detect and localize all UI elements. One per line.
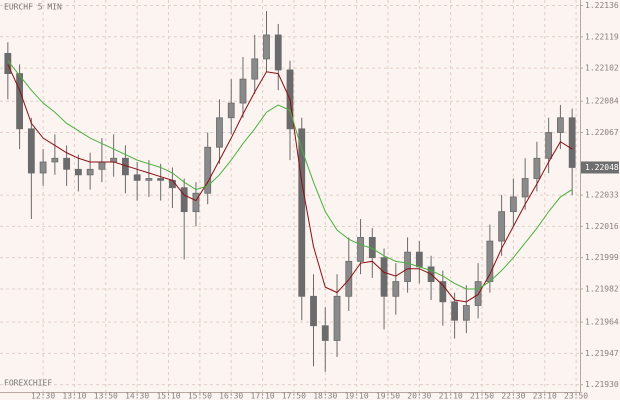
moving-average-line (7, 60, 573, 290)
candle-body (51, 157, 59, 163)
x-tick-label: 23:10 (533, 392, 557, 400)
x-tick-label: 19:50 (376, 392, 400, 400)
y-tick-label: 1.21999 (585, 253, 619, 262)
candle-body (357, 237, 364, 262)
y-tick-label: 1.22016 (585, 222, 619, 231)
candle-body (533, 157, 541, 179)
last-price-box (581, 161, 619, 174)
candle-body (169, 179, 176, 189)
candle-body (263, 34, 270, 60)
y-tick-label: 1.22119 (585, 32, 619, 41)
y-tick-label: 1.22033 (585, 191, 619, 200)
x-tick-label: 21:10 (439, 392, 463, 400)
candle-body (216, 117, 223, 148)
y-tick-label: 1.21930 (585, 380, 619, 389)
x-tick-label: 21:50 (470, 392, 494, 400)
candle-body (486, 240, 494, 282)
x-tick-label: 13:50 (94, 392, 118, 400)
candle-body (451, 301, 458, 321)
candle-body (545, 132, 553, 159)
candle-body (145, 178, 153, 181)
y-tick-label: 1.21964 (585, 318, 619, 327)
x-tick-label: 19:10 (345, 392, 369, 400)
candle-body (110, 157, 118, 163)
x-tick-label: 15:50 (188, 392, 212, 400)
candle-body (439, 281, 447, 303)
x-tick-label: 22:30 (501, 392, 525, 400)
candle-body (509, 196, 517, 213)
candle-body (298, 128, 306, 297)
candle-body (27, 128, 35, 174)
candle-body (404, 251, 411, 282)
chart-title: EURCHF 5 MIN (4, 3, 62, 12)
candle-body (274, 34, 282, 71)
candle-body (157, 178, 165, 181)
candle-body (557, 117, 564, 133)
candle-body (133, 174, 141, 181)
candle-body (498, 211, 506, 242)
candle-body (380, 257, 388, 297)
candle-body (462, 305, 470, 321)
watermark: FOREXCHIEF (4, 379, 52, 388)
candle-body (415, 251, 423, 268)
candle-body (227, 102, 235, 119)
x-tick-label: 12:30 (31, 392, 55, 400)
candle-body (333, 295, 341, 341)
last-price-label: 1.22048 (585, 163, 619, 172)
y-tick-label: 1.22136 (585, 1, 619, 10)
candle-body (568, 117, 576, 168)
y-tick-label: 1.22067 (585, 128, 619, 137)
y-tick-label: 1.21947 (585, 349, 619, 358)
candle-body (251, 58, 259, 80)
x-tick-label: 20:30 (407, 392, 431, 400)
candle-body (74, 168, 82, 176)
candle-body (63, 157, 71, 170)
candle-body (521, 178, 529, 198)
candle-body (4, 52, 12, 75)
x-tick-label: 18:30 (313, 392, 337, 400)
candle-body (180, 187, 188, 213)
candle-body (86, 168, 94, 176)
x-tick-label: 17:50 (282, 392, 306, 400)
candle-body (16, 73, 23, 130)
moving-average-line (7, 64, 573, 303)
y-tick-label: 1.22084 (585, 97, 619, 106)
y-tick-label: 1.22102 (585, 64, 619, 73)
candle-body (310, 295, 317, 327)
x-tick-label: 13:10 (62, 392, 86, 400)
candle-body (345, 260, 353, 297)
candle-body (39, 161, 47, 174)
candle-body (239, 78, 247, 104)
x-tick-label: 16:30 (219, 392, 243, 400)
x-tick-label: 23:50 (564, 392, 588, 400)
candle-body (392, 281, 400, 297)
candle-body (98, 161, 106, 170)
candle-body (192, 192, 200, 213)
x-tick-label: 17:10 (251, 392, 275, 400)
candle-body (321, 325, 329, 341)
y-tick-label: 1.21982 (585, 284, 619, 293)
x-tick-label: 14:30 (125, 392, 149, 400)
plot (4, 11, 576, 372)
x-tick-label: 15:10 (156, 392, 180, 400)
candle-body (204, 146, 212, 194)
